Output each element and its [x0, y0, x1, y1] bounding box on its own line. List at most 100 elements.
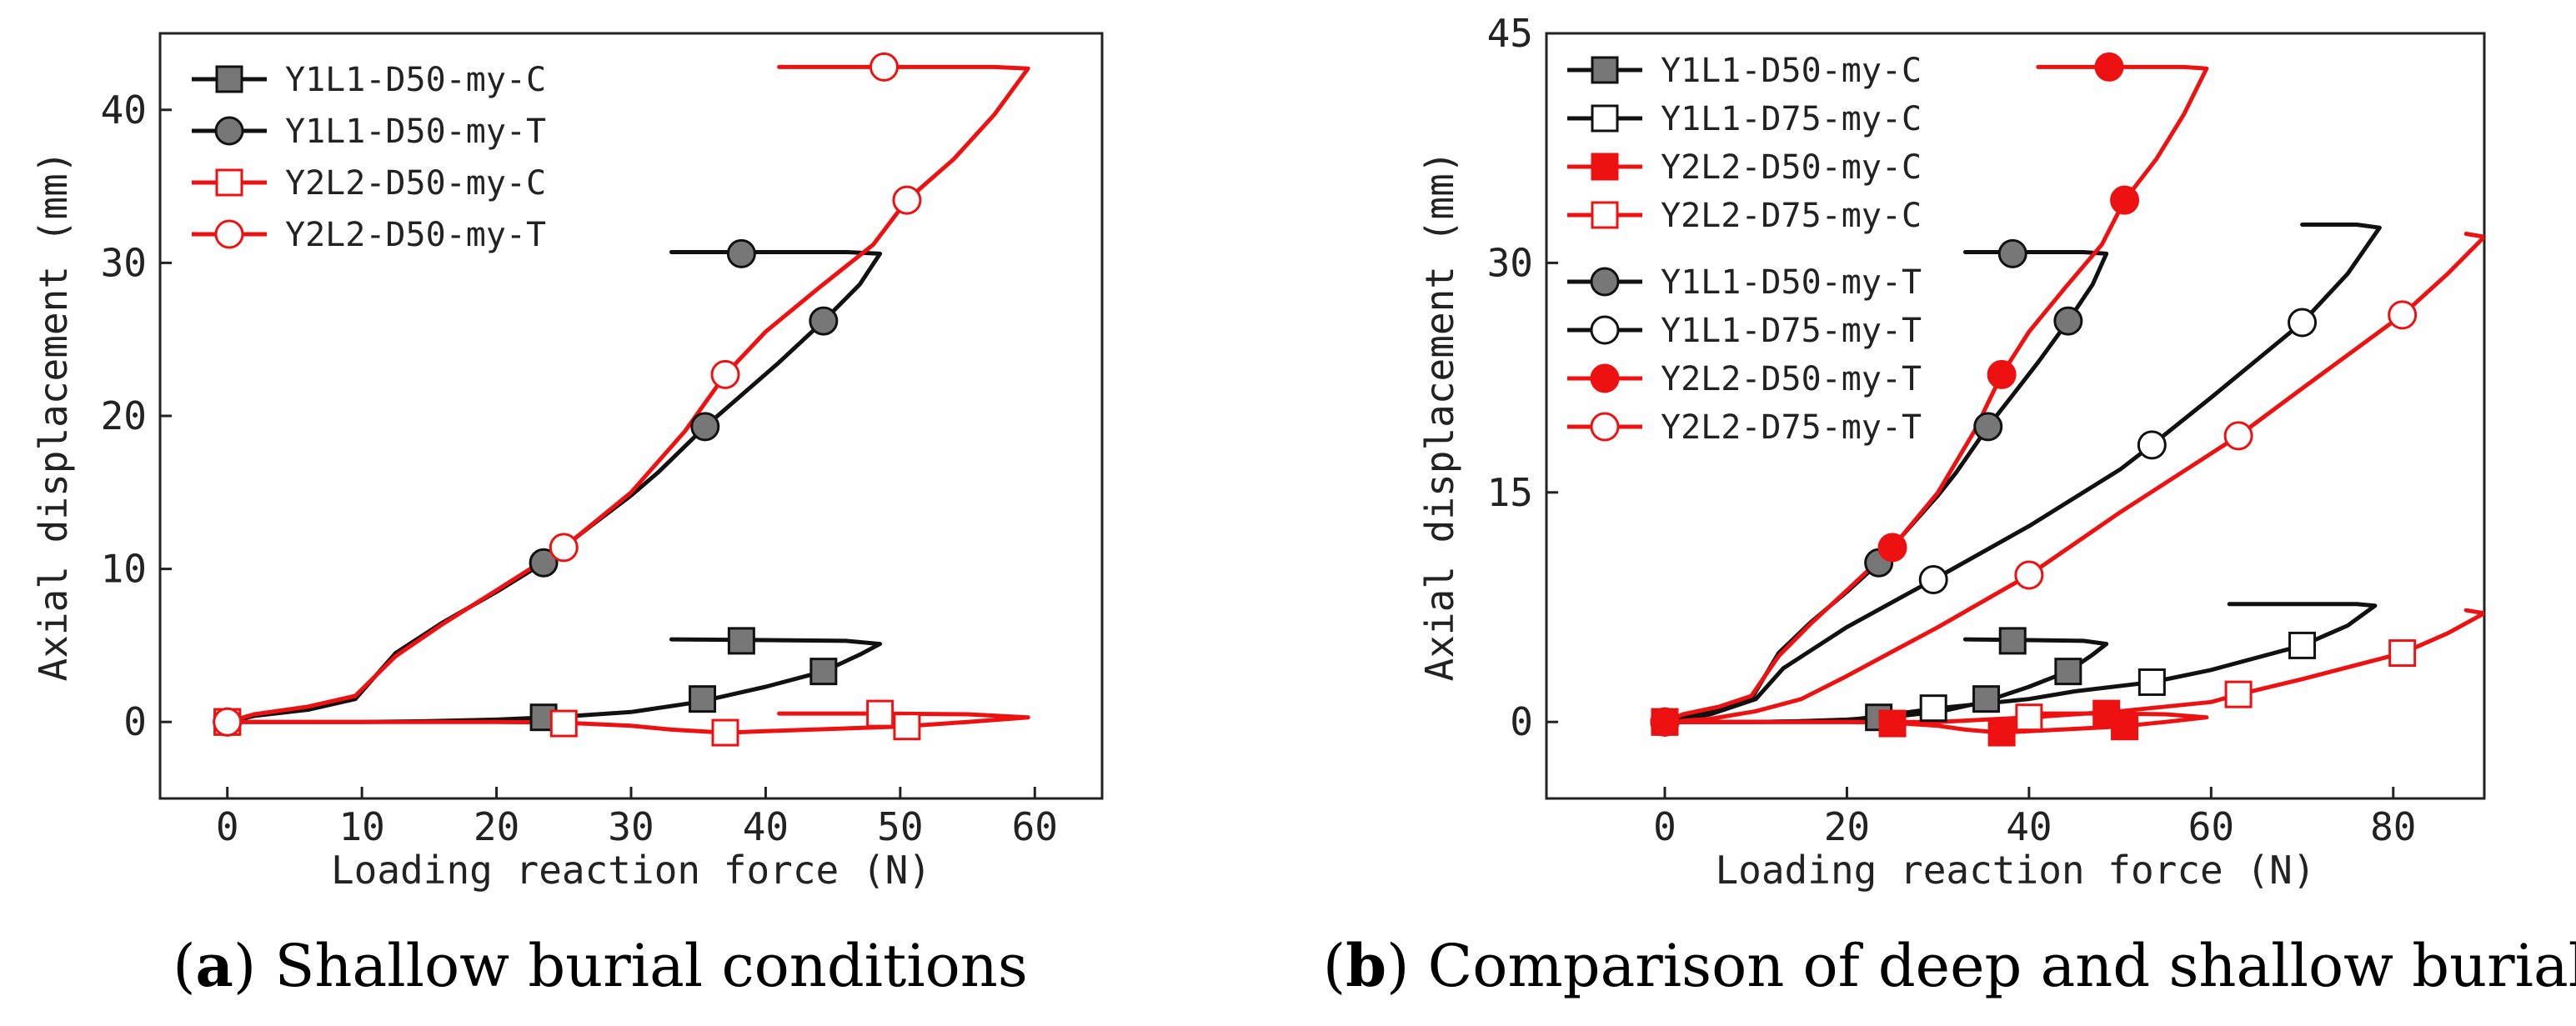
x-tick-label: 50 — [877, 804, 923, 849]
caption-b: (b) Comparison of deep and shallow buria… — [1323, 931, 2576, 1000]
series-marker-Y2L2-D50-my-C — [866, 699, 895, 728]
legend-entry: Y2L2-D50-my-C — [1567, 148, 1922, 187]
series-marker-Y2L2-D75-my-C — [2224, 680, 2253, 708]
series-marker-Y2L2-D50-my-C — [1987, 718, 2016, 747]
legend-entry: Y1L1-D50-my-C — [192, 61, 546, 99]
legend-entry: Y1L1-D75-my-T — [1567, 312, 1922, 350]
x-tick-label: 60 — [2188, 804, 2234, 849]
x-tick-label: 80 — [2370, 804, 2416, 849]
series-marker-Y2L2-D75-my-T — [2388, 300, 2418, 330]
legend-swatch-marker — [1590, 363, 1620, 393]
series-marker-Y1L1-D50-my-C — [2054, 658, 2082, 686]
series-marker-Y2L2-D75-my-C — [2388, 639, 2417, 668]
x-tick-label: 40 — [743, 804, 789, 849]
legend-swatch-marker — [1591, 104, 1619, 133]
legend-label: Y1L1-D75-my-T — [1661, 312, 1922, 350]
series-marker-Y1L1-D50-my-T — [726, 238, 756, 268]
caption-b-letter: b — [1346, 931, 1386, 1000]
legend-entry: Y1L1-D75-my-C — [1567, 100, 1922, 138]
x-tick-label: 30 — [608, 804, 654, 849]
legend-swatch-marker — [1591, 201, 1619, 229]
legend-label: Y1L1-D75-my-C — [1661, 100, 1922, 138]
series-marker-Y2L2-D50-my-T — [1987, 359, 2017, 389]
legend-entry: Y1L1-D50-my-C — [1567, 52, 1922, 90]
series-marker-Y1L1-D50-my-C — [809, 658, 838, 686]
legend-swatch-marker — [215, 168, 243, 197]
plot-area — [213, 52, 1030, 747]
series-marker-Y2L2-D75-my-T — [2223, 421, 2253, 451]
legend-entry: Y1L1-D50-my-T — [192, 113, 546, 151]
legend-label: Y1L1-D50-my-T — [285, 113, 546, 151]
series-marker-Y2L2-D50-my-T — [549, 533, 579, 563]
legend-label: Y2L2-D50-my-T — [285, 216, 546, 254]
x-tick-label: 10 — [338, 804, 384, 849]
series-marker-Y1L1-D50-my-C — [1972, 685, 2001, 713]
caption-a-letter: a — [196, 931, 233, 1000]
caption-b-text: Comparison of deep and shallow burial — [1409, 932, 2576, 1000]
y-tick-label: 0 — [123, 699, 147, 744]
series-marker-Y1L1-D75-my-T — [1918, 564, 1948, 594]
y-tick-label: 20 — [101, 393, 147, 438]
legend-label: Y2L2-D75-my-T — [1661, 408, 1922, 447]
y-tick-label: 30 — [1487, 240, 1533, 285]
legend-swatch-marker — [1591, 56, 1619, 84]
series-marker-Y2L2-D50-my-T — [1877, 533, 1907, 563]
legend-swatch-marker — [214, 219, 244, 249]
series-marker-Y1L1-D75-my-T — [2288, 308, 2318, 338]
series-marker-Y1L1-D50-my-T — [2053, 306, 2083, 336]
legend: Y1L1-D50-my-C Y1L1-D75-my-C Y2L2-D50-my-C Y… — [1567, 52, 1922, 447]
legend-swatch-marker — [1590, 412, 1620, 442]
legend-entry: Y2L2-D75-my-C — [1567, 197, 1922, 235]
y-axis-label: Axial displacement (mm) — [1417, 151, 1462, 682]
series-marker-Y1L1-D50-my-C — [689, 685, 717, 713]
legend-label: Y2L2-D50-my-T — [1661, 360, 1922, 398]
series-marker-Y1L1-D75-my-T — [2137, 430, 2167, 460]
legend: Y1L1-D50-my-C Y1L1-D50-my-T Y2L2-D50-my-C Y… — [192, 61, 546, 254]
legend-entry: Y2L2-D50-my-T — [192, 216, 546, 254]
x-tick-label: 40 — [2006, 804, 2052, 849]
series-marker-Y2L2-D50-my-C — [1878, 709, 1907, 738]
series-line-Y1L1-D75-my-T — [1662, 223, 2382, 724]
caption-a: (a) Shallow burial conditions — [173, 931, 1028, 1000]
series-marker-Y2L2-D50-my-C — [549, 709, 578, 738]
legend-entry: Y1L1-D50-my-T — [1567, 263, 1922, 302]
series-marker-Y2L2-D50-my-C — [711, 718, 739, 747]
series-marker-Y2L2-D50-my-C — [893, 713, 921, 741]
legend-swatch-marker — [1590, 267, 1620, 297]
x-tick-label: 20 — [474, 804, 519, 849]
series-marker-Y1L1-D50-my-T — [1997, 238, 2027, 268]
legend-label: Y2L2-D50-my-C — [1661, 148, 1922, 187]
series-marker-Y2L2-D50-my-T — [892, 185, 922, 215]
x-tick-label: 20 — [1824, 804, 1870, 849]
series-marker-Y1L1-D50-my-T — [1973, 412, 2003, 442]
caption-a-text: Shallow burial conditions — [256, 932, 1028, 1000]
series-marker-Y1L1-D50-my-T — [690, 412, 720, 442]
plot-area — [1650, 52, 2484, 747]
series-marker-Y2L2-D75-my-C — [2015, 703, 2043, 732]
legend-entry: Y2L2-D75-my-T — [1567, 408, 1922, 447]
series-marker-Y1L1-D75-my-C — [2137, 668, 2166, 696]
y-tick-label: 40 — [101, 88, 147, 133]
y-tick-label: 0 — [1510, 699, 1533, 744]
legend-label: Y2L2-D50-my-C — [285, 164, 546, 203]
series-marker-Y2L2-D50-my-C — [2092, 699, 2121, 728]
legend-swatch-marker — [1591, 153, 1619, 181]
x-tick-label: 0 — [216, 804, 239, 849]
series-line-Y1L1-D50-my-T — [225, 250, 883, 724]
x-tick-label: 60 — [1012, 804, 1058, 849]
series-marker-Y1L1-D50-my-C — [1998, 627, 2027, 655]
x-axis-label: Loading reaction force (N) — [1715, 848, 2315, 893]
series-line-Y2L2-D50-my-C — [225, 711, 1030, 735]
series-line-Y2L2-D75-my-T — [1662, 232, 2484, 724]
y-tick-label: 10 — [101, 547, 147, 592]
legend-swatch-marker — [215, 65, 243, 93]
series-line-Y2L2-D75-my-C — [1662, 608, 2484, 724]
series-marker-Y1L1-D75-my-C — [1919, 694, 1947, 723]
y-tick-label: 45 — [1487, 11, 1533, 56]
series-marker-Y2L2-D50-my-T — [869, 52, 899, 82]
y-tick-label: 15 — [1487, 470, 1533, 515]
plot-frame — [1545, 32, 2486, 800]
x-tick-label: 0 — [1653, 804, 1676, 849]
